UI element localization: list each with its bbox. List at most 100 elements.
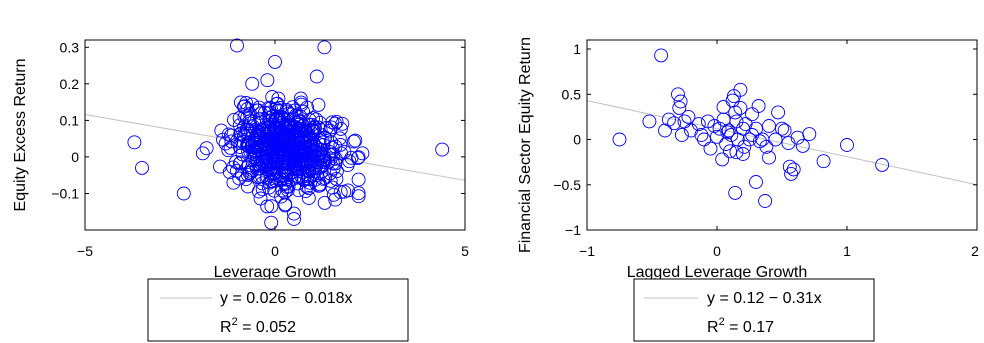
- left-data-point: [309, 112, 323, 127]
- left-data-point: [284, 172, 299, 187]
- left-data-point: [230, 38, 244, 53]
- right-legend-box: [633, 278, 875, 342]
- right-data-point: [712, 121, 727, 136]
- left-data-point: [300, 168, 315, 183]
- right-x-tick-label: 2: [971, 243, 979, 259]
- left-data-point: [287, 131, 302, 146]
- right-data-point: [784, 166, 799, 181]
- right-data-point: [758, 194, 773, 208]
- left-data-point: [271, 129, 286, 144]
- left-data-point: [239, 96, 254, 110]
- right-legend-r2: R2 = 0.17: [707, 316, 774, 336]
- right-y-tick-label: −0.5: [553, 177, 581, 193]
- left-data-point: [270, 148, 285, 163]
- left-legend-r2: R2 = 0.052: [220, 316, 296, 336]
- left-data-point: [307, 145, 321, 160]
- left-data-point: [296, 172, 311, 187]
- left-data-point: [333, 121, 348, 136]
- right-data-point: [612, 132, 627, 147]
- right-data-point: [720, 125, 735, 140]
- right-data-point: [723, 144, 737, 159]
- right-data-point: [875, 157, 890, 172]
- left-data-point: [301, 181, 316, 196]
- right-data-point: [691, 117, 706, 132]
- left-chart: −0.1 0 0.1 0.2 0.3 −5 0 5 Leverage Growt…: [12, 38, 469, 342]
- left-data-point: [274, 124, 289, 139]
- left-data-point: [326, 187, 341, 202]
- left-data-point: [244, 139, 259, 154]
- left-data-point: [279, 172, 294, 187]
- left-legend-r2-prefix: R: [220, 319, 232, 336]
- right-data-point: [733, 100, 748, 115]
- right-data-point: [795, 138, 810, 153]
- left-data-point: [253, 161, 267, 176]
- right-data-point: [840, 138, 854, 152]
- left-data-point: [252, 100, 267, 115]
- right-data-point: [716, 100, 731, 114]
- left-data-point: [213, 159, 227, 174]
- left-data-point: [291, 136, 306, 151]
- left-data-point: [350, 151, 365, 166]
- right-data-point: [710, 129, 724, 144]
- left-data-point: [245, 76, 260, 91]
- right-data-point: [681, 109, 696, 124]
- left-data-point: [351, 189, 366, 204]
- right-data-point: [674, 128, 689, 142]
- left-data-point: [307, 124, 322, 139]
- left-data-point: [280, 180, 295, 194]
- right-y-tick-label: 0: [573, 132, 581, 148]
- right-data-point: [724, 128, 739, 142]
- right-legend-equation: y = 0.12 − 0.31x: [707, 290, 822, 307]
- right-data-point: [745, 107, 760, 122]
- right-data-point: [697, 132, 711, 147]
- left-data-point: [287, 212, 301, 226]
- left-data-point: [271, 91, 286, 106]
- left-x-tick-label: 0: [271, 243, 279, 259]
- right-data-point: [762, 150, 776, 165]
- left-data-point: [435, 142, 450, 157]
- right-data-point: [729, 114, 744, 129]
- left-data-point: [351, 186, 366, 201]
- left-data-point: [287, 206, 301, 221]
- right-legend-r2-sup: 2: [719, 316, 725, 328]
- right-data-point: [738, 117, 753, 132]
- left-data-point: [245, 97, 260, 112]
- right-data-point: [721, 123, 736, 138]
- left-markers: [127, 38, 450, 230]
- left-data-point: [270, 156, 285, 171]
- left-data-point: [323, 166, 338, 181]
- left-legend-equation: y = 0.026 − 0.018x: [220, 290, 353, 307]
- left-y-tick-label: 0.1: [60, 112, 80, 128]
- right-x-axis-label: Lagged Leverage Growth: [627, 264, 808, 281]
- right-data-point: [733, 82, 748, 97]
- left-data-point: [260, 73, 275, 88]
- left-data-point: [329, 164, 344, 179]
- right-data-point: [672, 100, 687, 115]
- left-y-ticks: [85, 46, 465, 194]
- right-data-point: [728, 105, 743, 120]
- left-data-point: [342, 154, 357, 169]
- right-data-point: [658, 123, 672, 138]
- left-data-point: [176, 186, 191, 201]
- left-data-point: [260, 199, 275, 214]
- left-data-point: [228, 155, 243, 170]
- right-markers: [612, 48, 890, 208]
- left-y-axis-label: Equity Excess Return: [12, 59, 29, 212]
- left-data-point: [264, 215, 279, 230]
- left-data-point: [335, 116, 350, 131]
- left-data-point: [285, 100, 300, 115]
- left-data-point: [240, 102, 255, 116]
- right-x-ticks: [716, 40, 848, 230]
- left-data-point: [299, 179, 314, 194]
- left-legend: y = 0.026 − 0.018x R2 = 0.052: [147, 278, 409, 342]
- left-data-point: [279, 164, 293, 179]
- right-y-tick-label: −1: [565, 222, 581, 238]
- left-data-point: [224, 128, 238, 143]
- right-x-tick-label: 0: [713, 243, 721, 259]
- right-data-point: [725, 93, 740, 108]
- left-data-point: [222, 165, 237, 180]
- left-data-point: [226, 175, 241, 190]
- right-data-point: [677, 114, 692, 129]
- left-data-point: [344, 150, 359, 165]
- right-data-point: [771, 105, 786, 120]
